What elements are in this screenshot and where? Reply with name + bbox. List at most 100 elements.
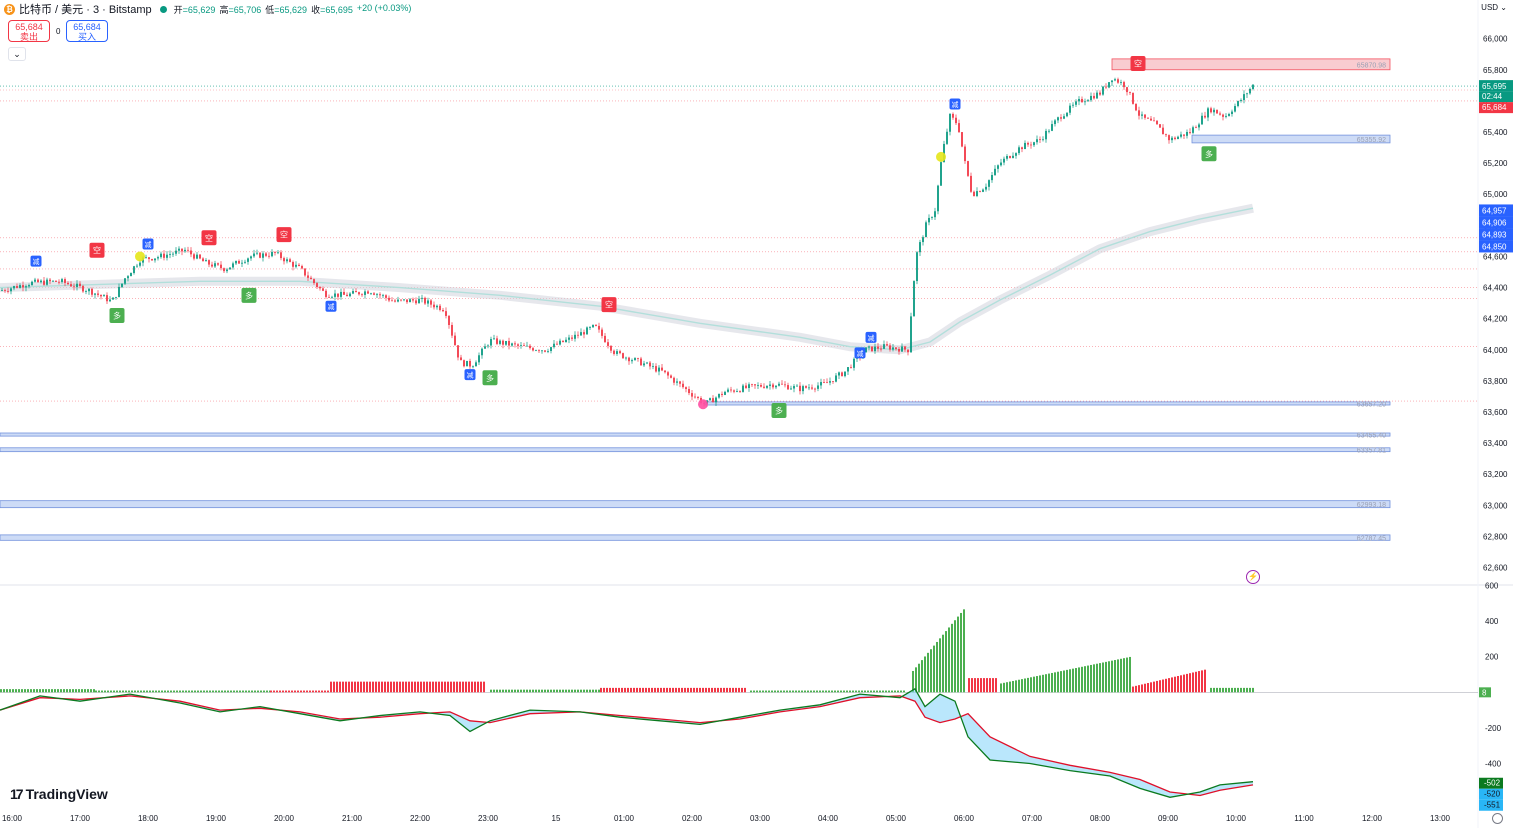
time-tick-label: 17:00 — [70, 814, 91, 823]
candle-body — [1108, 82, 1110, 88]
candle-body — [823, 382, 825, 383]
macd-histogram-bar — [951, 623, 953, 693]
macd-histogram-bar — [15, 689, 17, 693]
macd-histogram-bar — [678, 687, 680, 693]
macd-histogram-bar — [1024, 678, 1026, 693]
ma-line — [0, 207, 1254, 351]
candle-body — [4, 290, 6, 292]
candle-body — [457, 345, 459, 358]
macd-histogram-bar — [1135, 685, 1137, 693]
candle-body — [535, 350, 537, 352]
macd-histogram-bar — [663, 687, 665, 693]
candle-body — [835, 375, 837, 382]
macd-histogram-bar — [879, 690, 881, 693]
candle-body — [178, 248, 180, 251]
signal-marker-label: 减 — [868, 333, 875, 342]
time-tick-label: 21:00 — [342, 814, 363, 823]
symbol-title[interactable]: 比特币 / 美元 · 3 · Bitstamp — [19, 4, 152, 16]
candle-body — [1201, 115, 1203, 125]
sell-button[interactable]: 65,684 卖出 — [8, 20, 50, 42]
candle-body — [838, 372, 840, 376]
candle-body — [118, 286, 120, 297]
candle-body — [739, 391, 741, 392]
candle-body — [1237, 101, 1239, 107]
candle-body — [931, 217, 933, 218]
signal-marker-label: 减 — [857, 349, 864, 358]
candle-body — [589, 327, 591, 328]
buy-button[interactable]: 65,684 买入 — [66, 20, 108, 42]
candle-body — [106, 295, 108, 302]
macd-histogram-bar — [939, 638, 941, 693]
macd-histogram-bar — [212, 690, 214, 693]
signal-dot — [135, 251, 145, 262]
candle-body — [1105, 86, 1107, 88]
candle-body — [280, 252, 282, 259]
candle-body — [1216, 109, 1218, 114]
macd-histogram-bar — [378, 681, 380, 693]
macd-histogram-bar — [855, 690, 857, 693]
candle-body — [553, 343, 555, 348]
macd-histogram-bar — [1177, 675, 1179, 693]
candle-body — [658, 367, 660, 372]
candle-body — [46, 279, 48, 285]
currency-selector[interactable]: USD ⌄ — [1481, 3, 1507, 12]
macd-histogram-bar — [51, 689, 53, 693]
macd-histogram-bar — [762, 690, 764, 693]
macd-histogram-bar — [690, 687, 692, 693]
candle-body — [1078, 98, 1080, 102]
candle-body — [340, 291, 342, 297]
collapse-legend-button[interactable]: ⌄ — [8, 47, 26, 61]
candle-body — [643, 363, 645, 366]
macd-histogram-bar — [957, 616, 959, 693]
candle-body — [415, 300, 417, 304]
price-tick-label: 63,200 — [1483, 470, 1508, 479]
candle-body — [490, 339, 492, 346]
macd-histogram-bar — [798, 690, 800, 693]
candle-body — [934, 211, 936, 218]
candle-body — [961, 132, 963, 147]
macd-histogram-bar — [1027, 677, 1029, 693]
candle-body — [1186, 132, 1188, 136]
flash-icon[interactable]: ⚡ — [1246, 570, 1260, 584]
macd-histogram-bar — [285, 690, 287, 693]
macd-histogram-bar — [1246, 687, 1248, 693]
macd-histogram-bar — [309, 690, 311, 693]
candle-body — [175, 250, 177, 254]
candle-body — [604, 335, 606, 343]
candle-body — [148, 257, 150, 260]
macd-histogram-bar — [69, 689, 71, 693]
candle-body — [631, 360, 633, 362]
candle-body — [634, 358, 636, 361]
candle-body — [787, 385, 789, 390]
signal-marker-reduce — [464, 369, 476, 381]
macd-histogram-bar — [161, 690, 163, 693]
candle-body — [343, 291, 345, 295]
candle-body — [94, 293, 96, 295]
candle-body — [556, 343, 558, 345]
candle-body — [385, 295, 387, 298]
candle-body — [394, 300, 396, 302]
candle-body — [298, 264, 300, 267]
candle-body — [307, 275, 309, 278]
candle-body — [508, 340, 510, 346]
candle-body — [1081, 98, 1083, 103]
support-zone — [0, 534, 1391, 541]
macd-histogram-bar — [245, 690, 247, 693]
macd-histogram-bar — [624, 687, 626, 693]
macd-histogram-bar — [1132, 686, 1134, 693]
macd-histogram-bar — [6, 689, 8, 693]
macd-histogram-bar — [173, 690, 175, 693]
macd-histogram-bar — [633, 687, 635, 693]
signal-marker-label: 减 — [328, 302, 335, 311]
tradingview-logo[interactable]: 17 TradingView — [10, 786, 108, 802]
macd-histogram-bar — [547, 689, 549, 693]
macd-histogram-bar — [336, 681, 338, 693]
candle-body — [550, 347, 552, 351]
macd-histogram-bar — [1063, 670, 1065, 693]
candle-body — [871, 346, 873, 352]
candle-body — [541, 350, 543, 352]
macd-histogram-bar — [318, 690, 320, 693]
settings-icon[interactable] — [1492, 813, 1503, 824]
